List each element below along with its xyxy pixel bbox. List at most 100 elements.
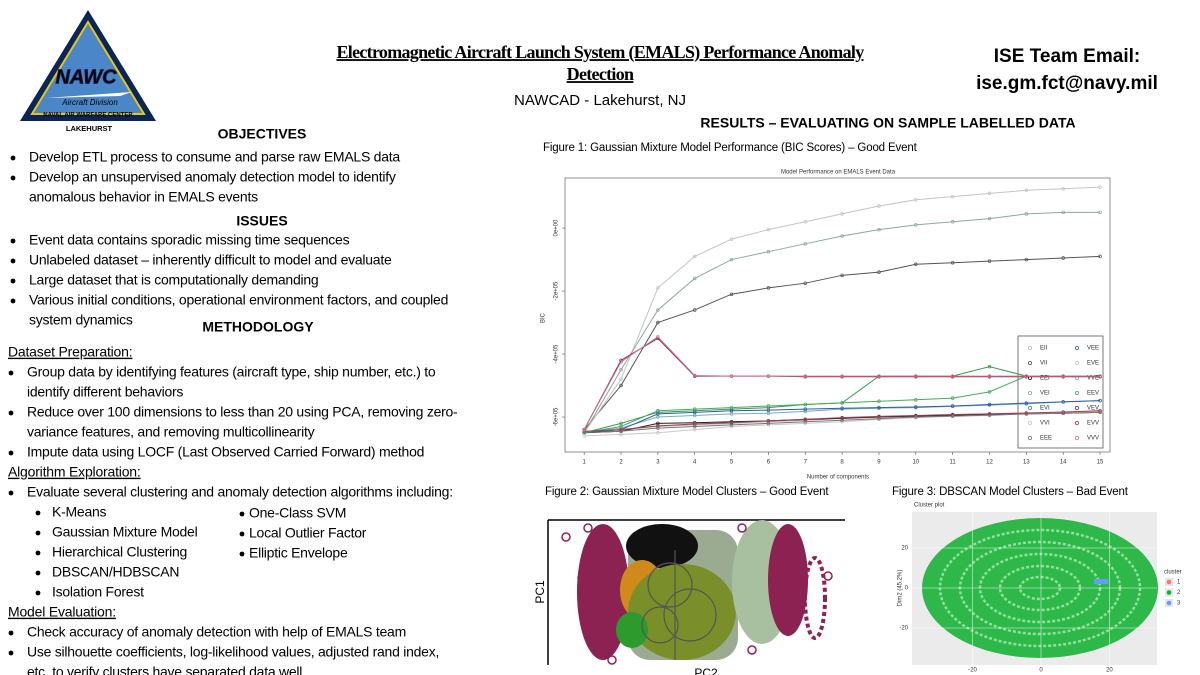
y-tick-label: -2e+05 [554, 281, 560, 301]
bullet [35, 590, 41, 596]
point [803, 417, 808, 421]
cluster [626, 524, 698, 568]
legend-marker [1075, 360, 1080, 365]
cluster [616, 612, 648, 648]
y-axis-label: PC1 [533, 580, 547, 604]
series-line [583, 337, 1101, 430]
series-line [584, 400, 1101, 434]
bullet [10, 175, 16, 181]
method: DBSCAN/HDBSCAN [52, 564, 179, 580]
bullet [10, 238, 16, 244]
legend-marker [1028, 390, 1033, 395]
point [840, 273, 844, 278]
x-tick-label: 1 [582, 460, 586, 466]
x-tick-label: 6 [767, 460, 771, 466]
point [619, 427, 623, 432]
point [877, 374, 881, 378]
x-tick-label: -20 [968, 668, 977, 674]
point [692, 254, 697, 259]
point [582, 427, 586, 432]
bullet-text: Unlabeled dataset – inherently difficult… [29, 252, 392, 268]
subsection-title: Model Evaluation: [8, 604, 116, 620]
legend-marker [1028, 405, 1033, 410]
point [729, 405, 734, 410]
point [692, 422, 697, 426]
legend-marker [1028, 420, 1033, 425]
figure-caption: Figure 2: Gaussian Mixture Model Cluster… [545, 486, 829, 498]
point [1024, 212, 1029, 216]
chart-title: Model Performance on EMALS Event Data [781, 170, 896, 176]
y-tick-label: -6e+05 [554, 407, 560, 427]
legend-label: VII [1040, 361, 1048, 367]
series-line [583, 336, 1101, 430]
legend-marker [1166, 590, 1172, 595]
point [950, 220, 955, 224]
x-axis-label: PC2 [694, 666, 718, 675]
method: Gaussian Mixture Model [52, 524, 198, 540]
point [1024, 401, 1029, 405]
point [1024, 257, 1029, 262]
x-tick-label: 7 [804, 460, 808, 466]
point [840, 374, 844, 378]
bullet [8, 650, 14, 656]
y-tick-label: 0e+00 [554, 219, 560, 237]
point [914, 397, 918, 402]
series-line [583, 186, 1101, 434]
legend-title: cluster [1164, 570, 1182, 576]
legend-label: VVE [1087, 376, 1099, 382]
legend-label: 1 [1177, 580, 1181, 586]
bullet [35, 510, 41, 516]
bullet [8, 410, 14, 416]
legend-label: VEI [1040, 391, 1050, 397]
point [766, 374, 771, 378]
point [840, 415, 844, 420]
point [914, 405, 918, 409]
point [729, 292, 734, 296]
series-line [584, 411, 1101, 434]
point [619, 377, 623, 381]
point [692, 308, 697, 312]
series-line [583, 211, 1101, 434]
point [877, 270, 881, 274]
legend-marker [1075, 435, 1080, 440]
outlier [823, 571, 833, 581]
bullet-text: Evaluate several clustering and anomaly … [27, 484, 453, 500]
ellipse [641, 606, 679, 644]
bullet-text: anomalous behavior in EMALS events [29, 189, 258, 205]
point [1024, 411, 1029, 415]
series-line [584, 410, 1101, 432]
legend-label: EEE [1040, 436, 1052, 442]
logo-border [30, 20, 146, 115]
legend-label: VEV [1087, 406, 1099, 412]
method: One-Class SVM [249, 505, 346, 521]
point [729, 237, 734, 241]
point [987, 412, 992, 416]
point [1061, 210, 1065, 215]
point [766, 286, 771, 290]
x-tick-label: 20 [1106, 668, 1113, 674]
point [950, 412, 955, 417]
point [766, 249, 771, 254]
x-tick-label: 14 [1060, 460, 1067, 466]
legend-marker [1075, 420, 1080, 425]
point [656, 431, 660, 435]
outlier [747, 645, 757, 655]
point [803, 409, 808, 414]
point [656, 424, 660, 428]
point [1098, 254, 1102, 259]
point [987, 364, 992, 369]
point [1061, 374, 1065, 378]
point [877, 414, 881, 419]
x-tick-label: 3 [656, 460, 660, 466]
point [729, 423, 734, 427]
bullet-text: Group data by identifying features (airc… [27, 364, 436, 380]
legend-label: VVV [1087, 436, 1099, 442]
legend-label: EVV [1087, 421, 1099, 427]
cluster [768, 524, 808, 636]
point [950, 194, 955, 199]
point [987, 216, 992, 221]
point [803, 220, 808, 224]
results-heading: RESULTS – EVALUATING ON SAMPLE LABELLED … [700, 115, 1075, 131]
point [619, 360, 623, 364]
y-tick-label: 0 [905, 586, 909, 592]
